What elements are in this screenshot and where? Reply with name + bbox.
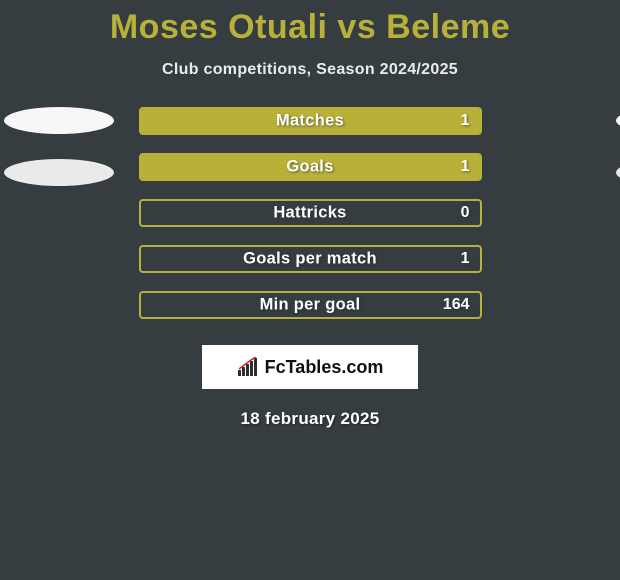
stats-area: Matches 1 Goals 1 Hattricks 0 Goals per match 1… (0, 107, 620, 319)
stat-label: Hattricks (273, 204, 346, 223)
stat-label: Min per goal (260, 296, 361, 315)
date-text: 18 february 2025 (0, 409, 620, 429)
stat-value: 1 (461, 250, 470, 268)
subtitle: Club competitions, Season 2024/2025 (0, 61, 620, 79)
stat-value: 1 (461, 112, 470, 130)
player-oval (616, 107, 620, 134)
player-oval (4, 107, 114, 134)
page-title: Moses Otuali vs Beleme (0, 8, 620, 47)
stat-label: Goals per match (243, 250, 377, 269)
player-oval (616, 159, 620, 186)
stat-value: 164 (443, 296, 470, 314)
stat-bars: Matches 1 Goals 1 Hattricks 0 Goals per match 1… (139, 107, 482, 319)
stat-row: Hattricks 0 (139, 199, 482, 227)
stat-value: 1 (461, 158, 470, 176)
logo-text: FcTables.com (265, 357, 384, 378)
stat-row: Goals per match 1 (139, 245, 482, 273)
logo-chart-icon (237, 357, 259, 377)
logo-box: FcTables.com (202, 345, 418, 389)
stat-row: Goals 1 (139, 153, 482, 181)
stat-label: Matches (276, 112, 344, 131)
stat-value: 0 (461, 204, 470, 222)
stat-row: Min per goal 164 (139, 291, 482, 319)
stat-row: Matches 1 (139, 107, 482, 135)
stat-label: Goals (286, 158, 333, 177)
player-oval (4, 159, 114, 186)
